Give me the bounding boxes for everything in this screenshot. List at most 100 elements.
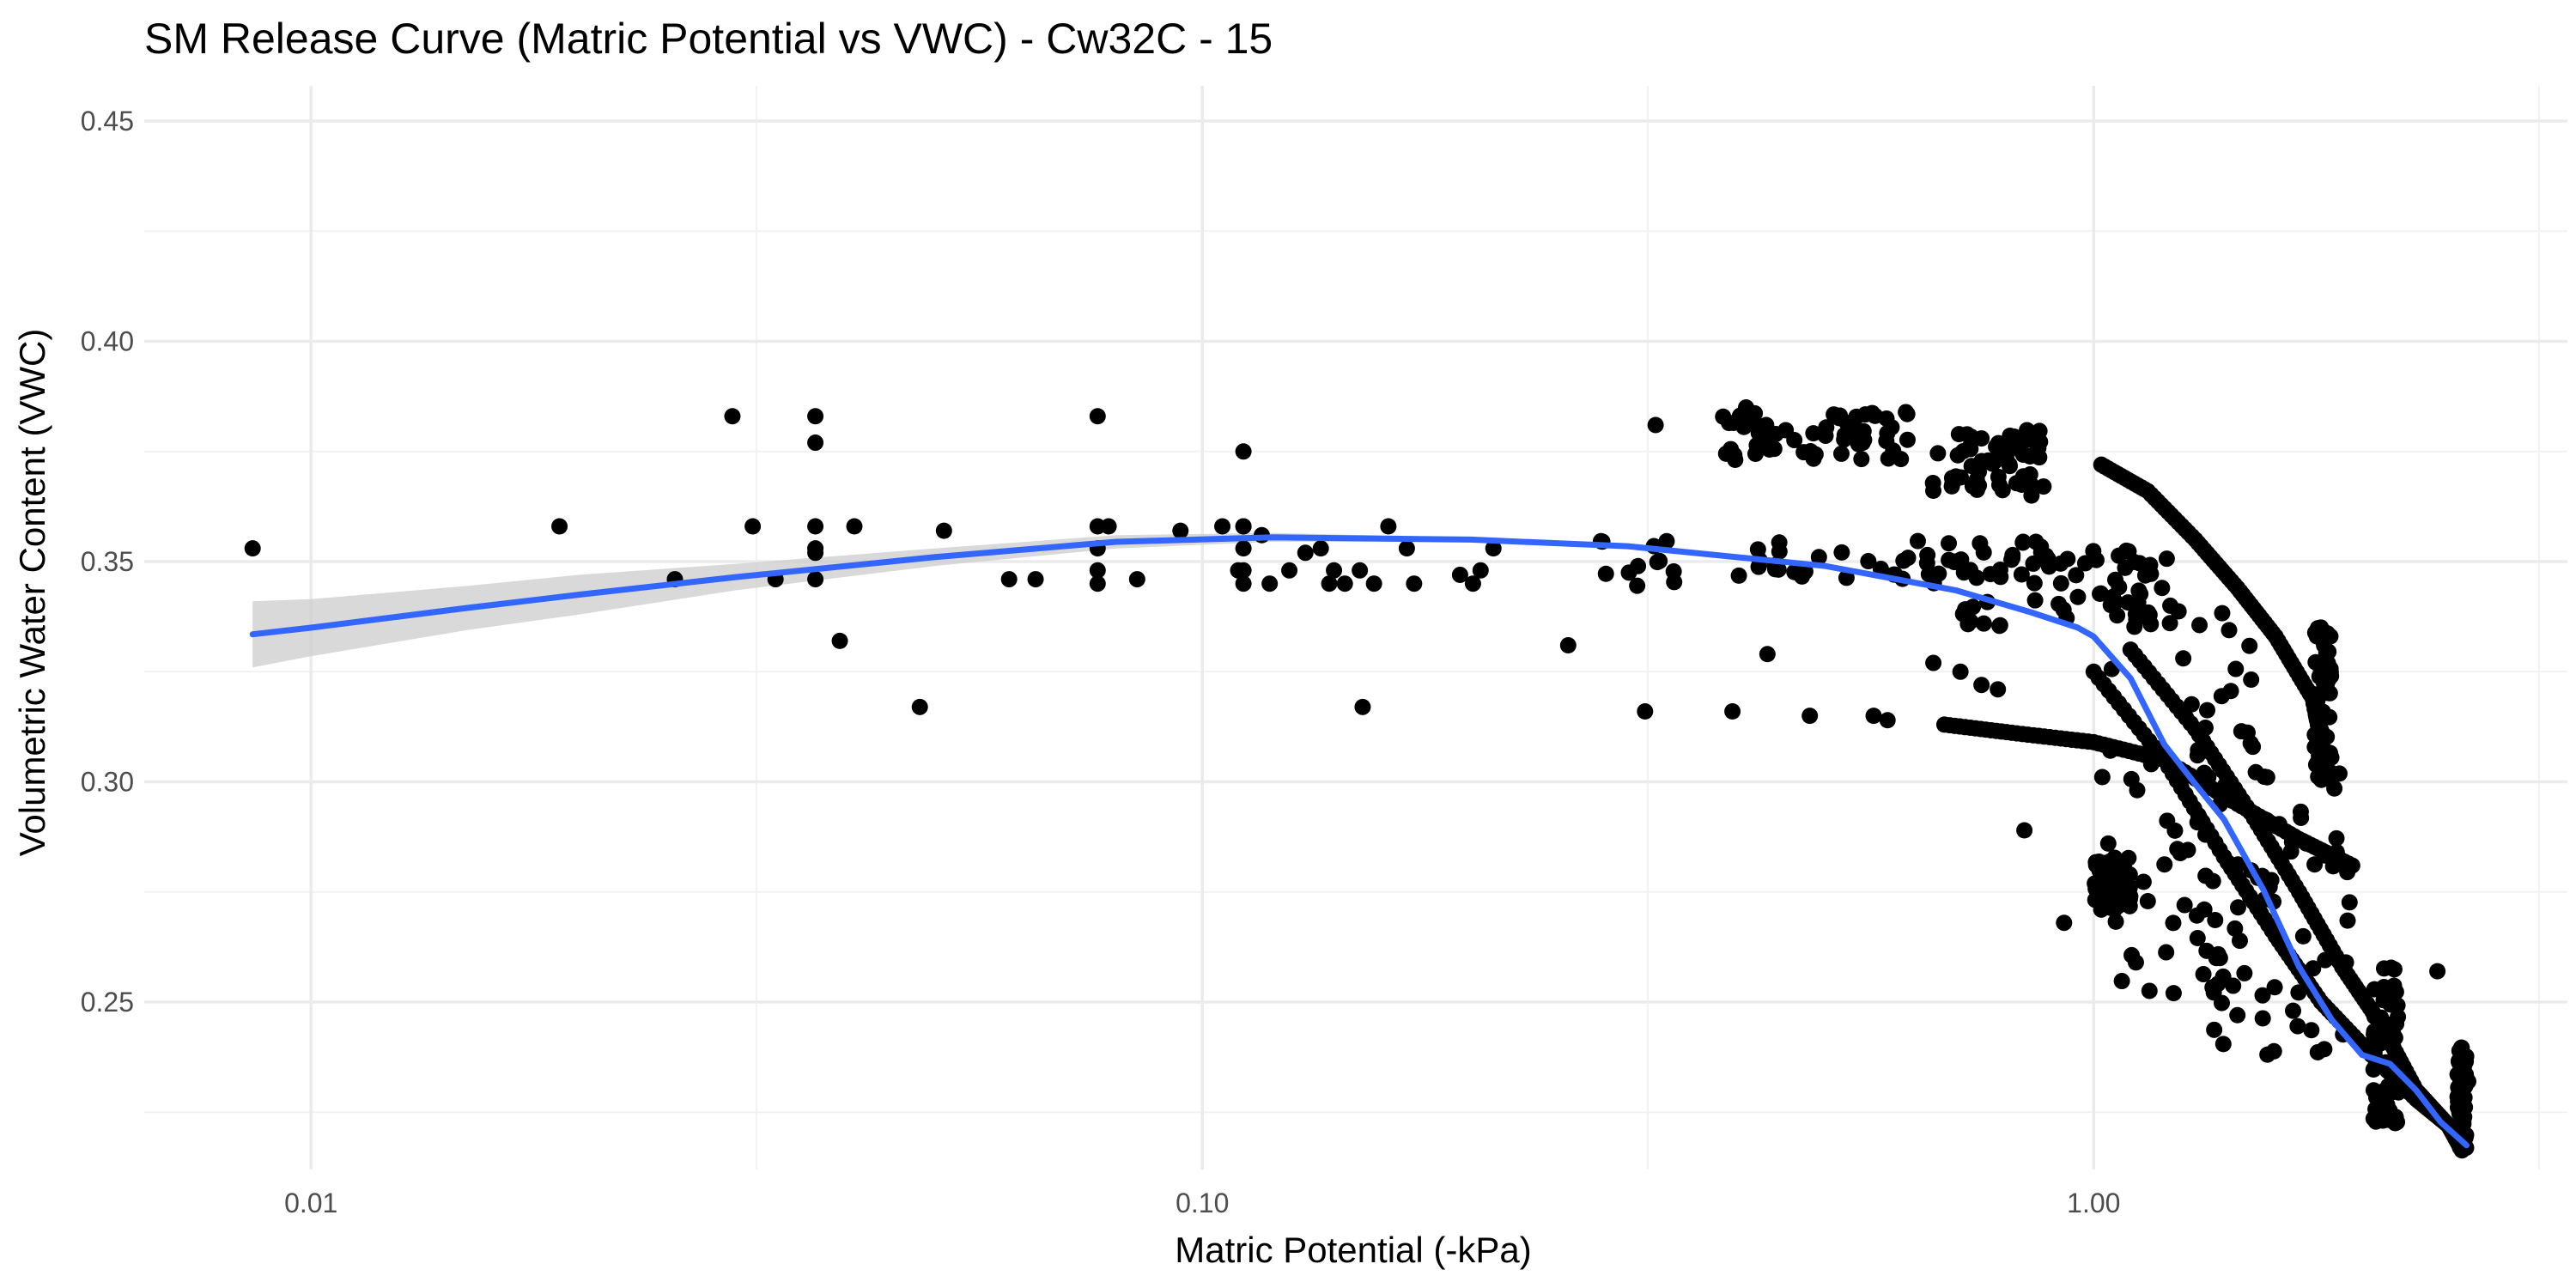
data-point: [2025, 479, 2042, 496]
data-point: [1089, 562, 1106, 579]
data-point: [2387, 1109, 2404, 1126]
data-point: [2289, 1018, 2306, 1035]
y-tick-label: 0.30: [81, 767, 134, 798]
data-point: [1352, 562, 1369, 579]
data-point: [1860, 553, 1877, 570]
data-point: [2161, 615, 2178, 632]
data-point: [2056, 914, 2073, 932]
data-point: [2097, 878, 2114, 896]
data-point: [1961, 439, 1978, 456]
data-point: [807, 571, 824, 588]
data-point: [2231, 933, 2248, 950]
data-point: [2154, 580, 2171, 597]
data-point: [2215, 1036, 2232, 1053]
data-point: [2211, 950, 2228, 967]
data-point: [2166, 822, 2184, 839]
data-point: [2319, 671, 2336, 689]
data-point: [1747, 446, 1764, 463]
data-point: [2196, 901, 2213, 918]
data-point: [2172, 845, 2189, 862]
y-axis-label: Volumetric Water Content (VWC): [12, 329, 52, 857]
data-point: [1321, 575, 1338, 592]
data-point: [1984, 455, 2001, 472]
data-point: [1895, 552, 1912, 569]
data-point: [1235, 540, 1252, 557]
y-tick-label: 0.35: [81, 546, 134, 577]
data-point: [2110, 869, 2127, 886]
data-point: [724, 408, 741, 425]
data-point: [831, 632, 848, 649]
data-point: [2236, 964, 2253, 981]
data-point: [1559, 637, 1577, 654]
data-point: [1472, 562, 1489, 579]
data-point: [1893, 451, 1910, 468]
data-point: [2371, 1109, 2388, 1126]
data-point: [1750, 558, 1767, 575]
data-point: [2221, 622, 2238, 639]
data-point: [1969, 481, 1986, 498]
data-point: [1336, 575, 1353, 592]
data-point: [1962, 562, 1979, 579]
data-point: [1637, 702, 1654, 720]
data-point: [1838, 414, 1856, 431]
data-point: [2025, 555, 2042, 572]
data-point: [2165, 985, 2182, 1002]
confidence-ribbon: [252, 532, 2467, 1153]
data-point: [1214, 518, 1231, 535]
data-point: [2099, 835, 2117, 852]
smooth-line-layer: [249, 534, 2470, 1149]
data-point: [2306, 856, 2324, 873]
data-point: [2068, 567, 2085, 584]
data-point: [2004, 550, 2021, 567]
data-point: [2139, 893, 2156, 910]
data-point: [1000, 571, 1018, 588]
data-point: [2126, 553, 2143, 570]
data-point: [2222, 683, 2239, 700]
data-point: [2366, 981, 2383, 998]
data-point: [2455, 1108, 2472, 1125]
data-point: [2129, 594, 2147, 611]
data-point: [2158, 944, 2175, 961]
data-point: [1855, 422, 1872, 440]
data-point: [2319, 764, 2336, 781]
data-point: [2165, 914, 2182, 932]
data-point: [1354, 698, 1371, 715]
x-axis-label: Matric Potential (-kPa): [1175, 1230, 1531, 1270]
data-point: [1805, 425, 1822, 442]
data-point: [2388, 1015, 2405, 1032]
data-point: [1817, 427, 1834, 444]
data-point: [2014, 533, 2032, 550]
data-point: [1464, 575, 1481, 592]
data-point: [2452, 1044, 2470, 1061]
data-point: [1992, 568, 2009, 586]
data-point: [1952, 663, 1969, 680]
data-point: [2322, 628, 2339, 645]
data-point: [2199, 702, 2216, 719]
data-point: [911, 698, 928, 715]
data-point: [2259, 1046, 2276, 1063]
data-point: [2106, 849, 2123, 866]
data-point: [2282, 843, 2300, 860]
data-point: [1807, 446, 1824, 463]
data-point: [2285, 1002, 2302, 1019]
data-point: [2107, 913, 2124, 930]
data-point: [1261, 575, 1279, 592]
data-point: [2087, 551, 2105, 568]
data-point: [551, 518, 568, 535]
data-point: [1949, 447, 1966, 464]
data-point: [2123, 946, 2141, 963]
data-point: [2318, 644, 2335, 661]
data-point: [2093, 769, 2111, 786]
data-point: [2026, 574, 2043, 592]
data-point: [1853, 451, 1870, 468]
data-point: [2241, 637, 2258, 654]
data-point: [1941, 535, 1958, 552]
data-point: [1451, 566, 1468, 583]
data-point: [1832, 445, 1850, 462]
data-point: [1786, 432, 1803, 449]
data-point: [1235, 575, 1252, 592]
data-point: [1765, 440, 1783, 458]
data-point: [244, 540, 261, 557]
data-point: [2087, 857, 2105, 874]
